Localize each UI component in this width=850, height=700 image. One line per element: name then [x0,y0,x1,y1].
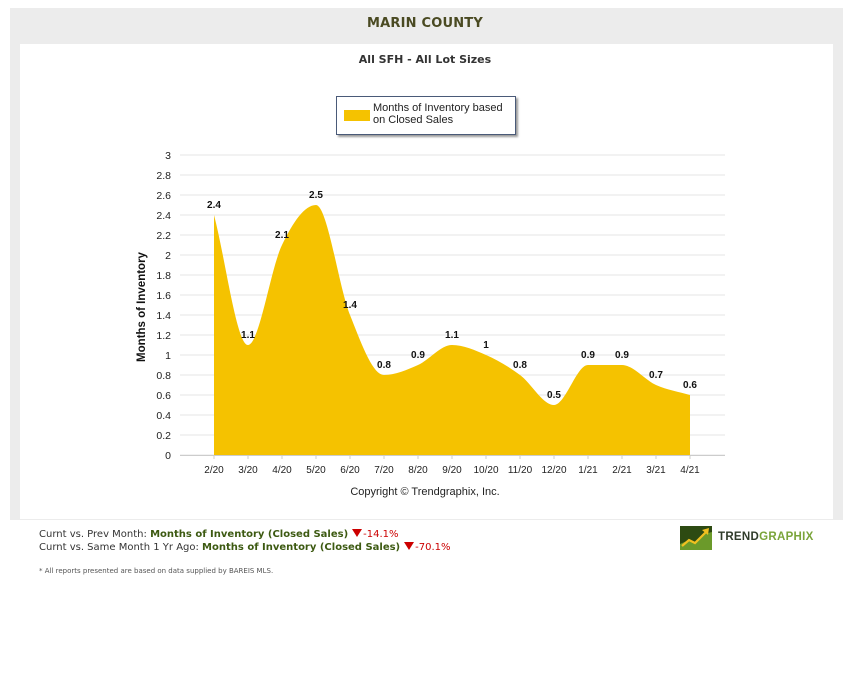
area-fill [214,205,690,455]
y-tick-label: 2 [165,250,171,262]
copyright-text: Copyright © Trendgraphix, Inc. [350,486,500,498]
down-arrow-icon [404,542,415,550]
data-label: 2.1 [275,230,289,241]
x-tick-label: 7/20 [374,465,394,476]
y-tick-label: 2.2 [156,230,171,242]
logo-text-part1: TREND [718,531,760,543]
report-title: MARIN COUNTY [367,16,483,31]
x-tick-label: 12/20 [541,465,566,476]
data-label: 0.5 [547,390,561,401]
y-axis-label: Months of Inventory [136,251,148,361]
chart-subtitle: All SFH - All Lot Sizes [358,53,492,66]
chart-legend: Months of Inventory based on Closed Sale… [336,96,516,135]
data-label: 1.1 [445,330,459,341]
data-label: 2.5 [309,190,323,201]
data-label: 0.6 [683,380,697,391]
stat-year-ago: Curnt vs. Same Month 1 Yr Ago: Months of… [39,542,451,553]
y-tick-label: 3 [165,150,171,162]
data-label: 1.4 [343,300,357,311]
x-tick-label: 2/21 [612,465,632,476]
x-tick-label: 11/20 [508,465,533,476]
y-tick-label: 0.6 [156,390,171,402]
y-tick-label: 1 [165,350,171,362]
stat-prev-month: Curnt vs. Prev Month: Months of Inventor… [39,529,399,540]
x-tick-label: 4/20 [272,465,292,476]
y-tick-label: 1.6 [156,290,171,302]
x-tick-label: 4/21 [680,465,700,476]
x-tick-label: 6/20 [340,465,360,476]
stat-metric: Months of Inventory (Closed Sales) [150,529,349,540]
data-label: 0.9 [581,350,595,361]
y-tick-label: 1.4 [156,310,171,322]
area-series [213,204,691,455]
x-tick-label: 9/20 [442,465,462,476]
trend-chart-icon [680,526,712,550]
y-tick-label: 0.8 [156,370,171,382]
y-tick-label: 2.4 [156,210,171,222]
logo-text-part2: GRAPHIX [759,531,814,543]
x-tick-label: 8/20 [408,465,428,476]
y-tick-label: 1.2 [156,330,171,342]
down-arrow-icon [352,529,363,537]
stat-prefix: Curnt vs. Prev Month: [39,529,151,540]
logo-wordmark: TRENDGRAPHIX [718,531,814,543]
x-tick-label: 3/20 [238,465,258,476]
y-tick-label: 0 [165,450,171,462]
y-tick-label: 2.6 [156,190,171,202]
data-source-footnote: * All reports presented are based on dat… [39,567,274,575]
x-tick-label: 1/21 [578,465,598,476]
data-label: 0.8 [377,360,391,371]
legend-swatch [344,110,370,121]
stat-prefix: Curnt vs. Same Month 1 Yr Ago: [39,542,203,553]
data-label: 2.4 [207,200,221,211]
data-labels: 2.4 1.1 2.1 2.5 1.4 0.8 0.9 1.1 1 0.8 0.5 0.9 0.9 0.7… [207,190,697,401]
x-axis-ticks: 2/20 3/20 4/20 5/20 6/20 7/20 8/20 9/20 10/20 11/… [204,455,700,476]
area-chart: 0 0.2 0.4 0.6 0.8 1 1.2 1.4 1.6 1.8 2 2.2 2.4 2.6 2.8 3… [136,150,725,476]
data-label: 0.9 [411,350,425,361]
x-tick-label: 10/20 [473,465,498,476]
y-tick-label: 1.8 [156,270,171,282]
x-tick-label: 3/21 [646,465,666,476]
stat-change: -14.1% [363,529,399,540]
data-label: 0.7 [649,370,663,381]
stat-change: -70.1% [415,542,451,553]
data-label: 1.1 [241,330,255,341]
y-tick-label: 2.8 [156,170,171,182]
stat-metric: Months of Inventory (Closed Sales) [202,542,401,553]
y-tick-label: 0.4 [156,410,171,422]
x-tick-label: 5/20 [306,465,326,476]
data-label: 0.8 [513,360,527,371]
x-tick-label: 2/20 [204,465,224,476]
data-label: 0.9 [615,350,629,361]
legend-label: Months of Inventory based on Closed Sale… [373,102,503,126]
data-label: 1 [483,340,489,351]
y-axis-ticks: 0 0.2 0.4 0.6 0.8 1 1.2 1.4 1.6 1.8 2 2.2 2.4 2.6 2.8 3 [156,150,171,462]
y-tick-label: 0.2 [156,430,171,442]
trendgraphix-logo: TRENDGRAPHIX [680,526,820,550]
